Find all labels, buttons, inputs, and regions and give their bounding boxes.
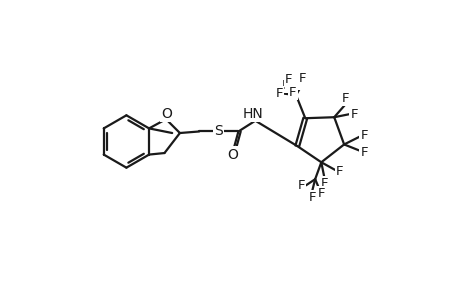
Text: O: O: [161, 107, 172, 121]
Text: S: S: [213, 124, 222, 138]
Text: F: F: [341, 92, 348, 105]
Text: F: F: [350, 108, 357, 121]
Text: F: F: [320, 177, 327, 190]
Text: F: F: [281, 80, 288, 92]
Text: O: O: [226, 148, 237, 162]
Text: F: F: [336, 165, 343, 178]
Text: F: F: [359, 146, 367, 159]
Text: F: F: [295, 76, 302, 89]
Text: HN: HN: [242, 107, 263, 121]
Text: F: F: [359, 129, 367, 142]
Text: F: F: [297, 179, 304, 192]
Text: F: F: [284, 73, 291, 86]
Text: F: F: [308, 191, 315, 204]
Text: F: F: [289, 86, 296, 99]
Text: F: F: [275, 87, 282, 100]
Text: F: F: [317, 187, 325, 200]
Text: F: F: [298, 72, 305, 85]
